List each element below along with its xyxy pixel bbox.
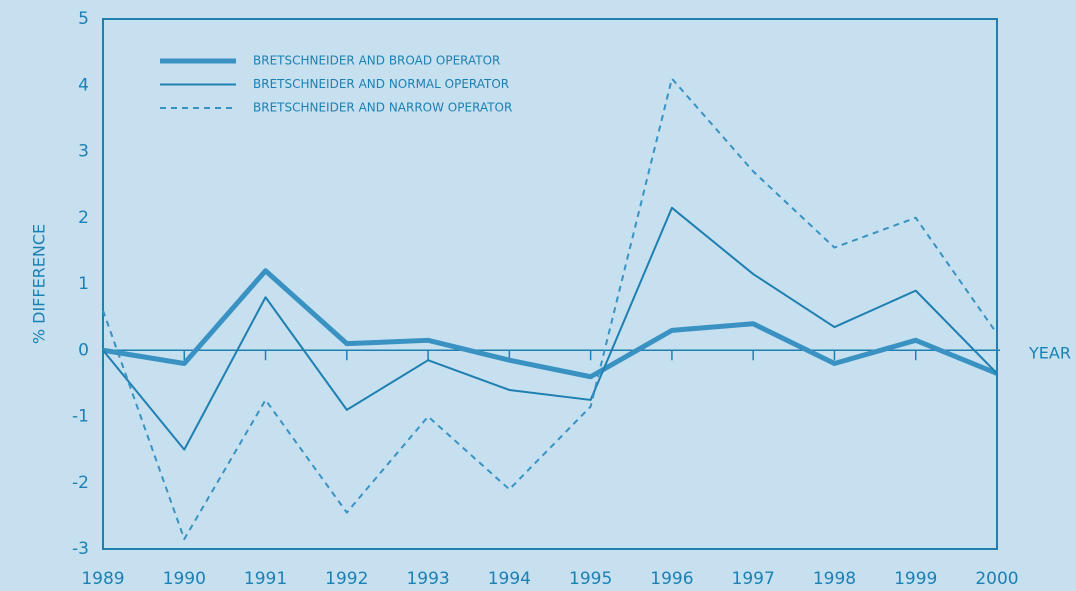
y-tick-label: -2 bbox=[72, 473, 89, 493]
y-tick-label: 4 bbox=[78, 75, 89, 95]
x-tick-label: 1992 bbox=[325, 569, 368, 589]
x-axis-title: YEAR bbox=[1028, 344, 1071, 363]
legend-text: BRETSCHNEIDER AND BROAD OPERATOR bbox=[253, 54, 500, 68]
y-tick-label: -1 bbox=[72, 407, 89, 427]
x-tick-label: 2000 bbox=[975, 569, 1018, 589]
y-tick-label: -3 bbox=[72, 539, 89, 559]
x-tick-label: 1996 bbox=[650, 569, 693, 589]
y-tick-label: 1 bbox=[78, 274, 89, 294]
legend-text: BRETSCHNEIDER AND NARROW OPERATOR bbox=[253, 101, 512, 115]
y-tick-label: 2 bbox=[78, 208, 89, 228]
series-line bbox=[102, 77, 998, 541]
series-line bbox=[102, 268, 998, 380]
x-tick-label: 1995 bbox=[569, 569, 612, 589]
x-tick-label: 1993 bbox=[406, 569, 449, 589]
plot-frame bbox=[102, 18, 998, 550]
x-tick-label: 1991 bbox=[244, 569, 287, 589]
x-tick-label: 1994 bbox=[488, 569, 531, 589]
x-tick-label: 1999 bbox=[894, 569, 937, 589]
legend-text: BRETSCHNEIDER AND NORMAL OPERATOR bbox=[253, 77, 509, 91]
x-tick-label: 1997 bbox=[732, 569, 775, 589]
series-line bbox=[102, 206, 998, 451]
y-tick-label: 0 bbox=[78, 340, 89, 360]
y-tick-label: 5 bbox=[78, 9, 89, 29]
x-tick-label: 1998 bbox=[813, 569, 856, 589]
x-tick-label: 1990 bbox=[163, 569, 206, 589]
x-tick-label: 1989 bbox=[81, 569, 124, 589]
y-tick-label: 3 bbox=[78, 142, 89, 162]
y-axis-title: % DIFFERENCE bbox=[30, 224, 49, 344]
